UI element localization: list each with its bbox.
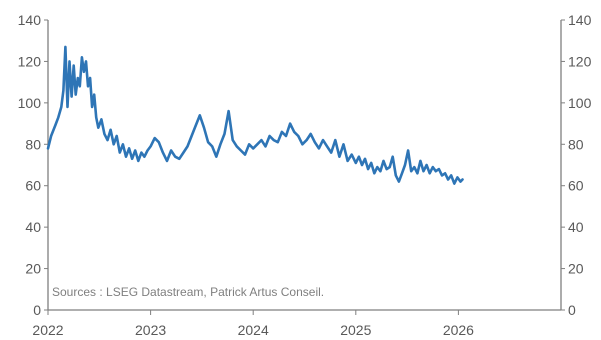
right-y-tick-label: 100 [568,95,592,111]
right-y-tick-label: 40 [568,219,584,235]
x-tick-label: 2026 [443,322,474,338]
left-y-tick-label: 80 [25,136,41,152]
right-y-tick-label: 0 [568,302,576,318]
left-y-tick-label: 40 [25,219,41,235]
left-y-tick-label: 20 [25,261,41,277]
left-y-tick-label: 140 [18,12,42,28]
left-y-tick-label: 60 [25,178,41,194]
right-y-tick-label: 140 [568,12,592,28]
right-y-tick-label: 120 [568,53,592,69]
x-tick-label: 2023 [135,322,166,338]
x-tick-label: 2025 [340,322,371,338]
left-y-tick-label: 120 [18,53,42,69]
series-line [46,45,464,185]
x-tick-label: 2024 [238,322,269,338]
right-y-tick-label: 20 [568,261,584,277]
right-y-tick-label: 60 [568,178,584,194]
right-y-tick-labels: 0 20 40 60 80 100 120 140 [561,12,592,318]
right-y-tick-label: 80 [568,136,584,152]
x-tick-labels: 2022 2023 2024 2025 2026 [32,310,474,338]
left-y-tick-label: 0 [33,302,41,318]
left-y-tick-labels: 0 20 40 60 80 100 120 140 [18,12,48,318]
left-y-tick-label: 100 [18,95,42,111]
x-tick-label: 2022 [32,322,63,338]
source-annotation: Sources : LSEG Datastream, Patrick Artus… [52,285,324,299]
